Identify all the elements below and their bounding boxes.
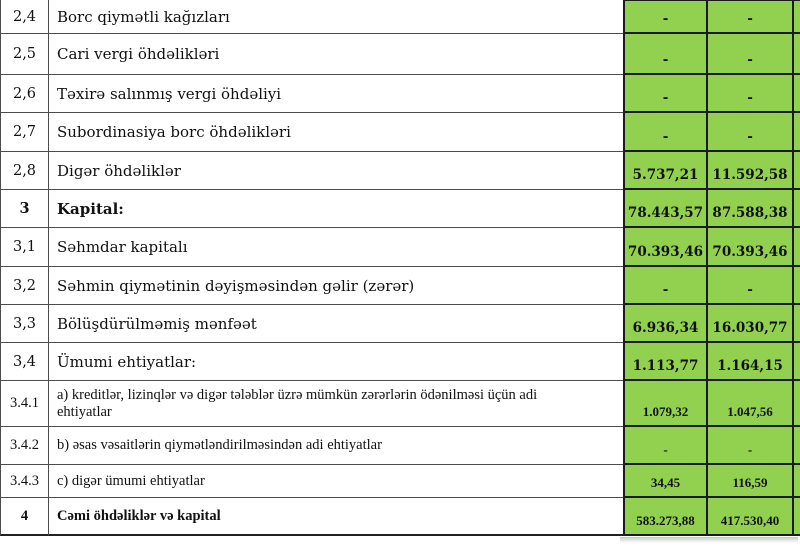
row-value-column1-cell: 34,45 <box>623 465 706 498</box>
row-index-cell: 3.4.2 <box>0 427 49 465</box>
row-label-cell: Səhmdar kapitalı <box>49 228 623 267</box>
cropped-column-sliver <box>794 498 800 536</box>
table-row: 2,8 Digər öhdəliklər 5.737,21 11.592,58 <box>0 152 800 190</box>
row-value-column2-cell: - <box>706 34 794 75</box>
row-value-column2-cell: 16.030,77 <box>706 305 794 343</box>
row-value-column2-cell: - <box>706 75 794 113</box>
table-row: 3.4.2 b) əsas vəsaitlərin qiymətləndiril… <box>0 427 800 465</box>
row-index-cell: 3,4 <box>0 343 49 381</box>
row-value-column1-cell: - <box>623 427 706 465</box>
row-index-cell: 2,6 <box>0 75 49 113</box>
row-value-column2-cell: - <box>706 113 794 152</box>
table-row: 2,6 Təxirə salınmış vergi öhdəliyi - - <box>0 75 800 113</box>
row-index-cell: 3,1 <box>0 228 49 267</box>
cropped-column-sliver <box>794 427 800 465</box>
row-label-cell: c) digər ümumi ehtiyatlar <box>49 465 623 498</box>
row-value-column2-cell: - <box>706 427 794 465</box>
row-value-column1-cell: - <box>623 34 706 75</box>
table-row: 2,4 Borc qiymətli kağızları - - <box>0 0 800 34</box>
row-label-cell: Ümumi ehtiyatlar: <box>49 343 623 381</box>
row-label-cell: Cari vergi öhdəlikləri <box>49 34 623 75</box>
row-index-cell: 2,7 <box>0 113 49 152</box>
row-label-cell: Təxirə salınmış vergi öhdəliyi <box>49 75 623 113</box>
table-drop-shadow <box>620 537 798 543</box>
row-label-cell: Cəmi öhdəliklər və kapital <box>49 498 623 536</box>
row-index-cell: 3,2 <box>0 267 49 305</box>
row-value-column2-cell: 1.164,15 <box>706 343 794 381</box>
row-label-cell: Digər öhdəliklər <box>49 152 623 190</box>
cropped-column-sliver <box>794 34 800 75</box>
row-value-column1-cell: 1.113,77 <box>623 343 706 381</box>
table-row: 3,4 Ümumi ehtiyatlar: 1.113,77 1.164,15 <box>0 343 800 381</box>
row-index-cell: 2,8 <box>0 152 49 190</box>
cropped-column-sliver <box>794 343 800 381</box>
row-index-cell: 2,4 <box>0 0 49 34</box>
table-row: 3 Kapital: 78.443,57 87.588,38 <box>0 190 800 228</box>
row-value-column1-cell: 5.737,21 <box>623 152 706 190</box>
row-value-column2-cell: 70.393,46 <box>706 228 794 267</box>
table-row: 2,5 Cari vergi öhdəlikləri - - <box>0 34 800 75</box>
row-index-cell: 3.4.1 <box>0 381 49 427</box>
row-value-column2-cell: - <box>706 267 794 305</box>
row-value-column1-cell: 6.936,34 <box>623 305 706 343</box>
cropped-column-sliver <box>794 75 800 113</box>
row-value-column1-cell: 1.079,32 <box>623 381 706 427</box>
row-value-column1-cell: - <box>623 75 706 113</box>
cropped-column-sliver <box>794 0 800 34</box>
row-index-cell: 3 <box>0 190 49 228</box>
row-value-column1-cell: - <box>623 0 706 34</box>
row-index-cell: 3.4.3 <box>0 465 49 498</box>
row-label-cell: a) kreditlər, lizinqlər və digər tələblə… <box>49 381 623 427</box>
cropped-column-sliver <box>794 465 800 498</box>
row-value-column2-cell: - <box>706 0 794 34</box>
row-label-cell: b) əsas vəsaitlərin qiymətləndirilməsind… <box>49 427 623 465</box>
row-label-cell: Borc qiymətli kağızları <box>49 0 623 34</box>
row-label-cell: Bölüşdürülməmiş mənfəət <box>49 305 623 343</box>
cropped-column-sliver <box>794 381 800 427</box>
cropped-column-sliver <box>794 152 800 190</box>
row-value-column2-cell: 1.047,56 <box>706 381 794 427</box>
row-value-column2-cell: 116,59 <box>706 465 794 498</box>
cropped-column-sliver <box>794 113 800 152</box>
table-row: 3,3 Bölüşdürülməmiş mənfəət 6.936,34 16.… <box>0 305 800 343</box>
row-value-column1-cell: - <box>623 267 706 305</box>
row-index-cell: 4 <box>0 498 49 536</box>
table-row: 3,1 Səhmdar kapitalı 70.393,46 70.393,46 <box>0 228 800 267</box>
cropped-column-sliver <box>794 267 800 305</box>
liabilities-and-capital-table: 2,4 Borc qiymətli kağızları - - 2,5 Cari… <box>0 0 800 536</box>
cropped-column-sliver <box>794 228 800 267</box>
table-row: 3.4.3 c) digər ümumi ehtiyatlar 34,45 11… <box>0 465 800 498</box>
row-index-cell: 2,5 <box>0 34 49 75</box>
row-value-column1-cell: 583.273,88 <box>623 498 706 536</box>
table-row: 2,7 Subordinasiya borc öhdəlikləri - - <box>0 113 800 152</box>
cropped-column-sliver <box>794 305 800 343</box>
row-value-column2-cell: 87.588,38 <box>706 190 794 228</box>
cropped-column-sliver <box>794 190 800 228</box>
row-value-column2-cell: 417.530,40 <box>706 498 794 536</box>
row-label-cell: Səhmin qiymətinin dəyişməsindən gəlir (z… <box>49 267 623 305</box>
row-value-column1-cell: 70.393,46 <box>623 228 706 267</box>
row-value-column2-cell: 11.592,58 <box>706 152 794 190</box>
table-row: 4 Cəmi öhdəliklər və kapital 583.273,88 … <box>0 498 800 536</box>
row-label-cell: Kapital: <box>49 190 623 228</box>
row-value-column1-cell: 78.443,57 <box>623 190 706 228</box>
table-row: 3.4.1 a) kreditlər, lizinqlər və digər t… <box>0 381 800 427</box>
row-index-cell: 3,3 <box>0 305 49 343</box>
table-row: 3,2 Səhmin qiymətinin dəyişməsindən gəli… <box>0 267 800 305</box>
row-label-cell: Subordinasiya borc öhdəlikləri <box>49 113 623 152</box>
row-value-column1-cell: - <box>623 113 706 152</box>
